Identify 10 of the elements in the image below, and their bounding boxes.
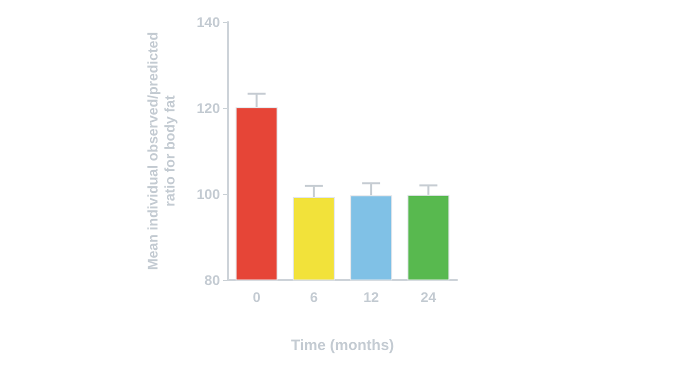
x-tick-label: 6: [310, 289, 318, 305]
x-axis-title: Time (months): [290, 337, 394, 354]
x-tick-label: 24: [420, 289, 436, 305]
y-tick-label: 80: [204, 272, 220, 288]
y-tick-label: 100: [196, 186, 220, 202]
x-tick-label: 12: [363, 289, 380, 305]
x-tick-label: 0: [252, 289, 261, 305]
y-axis-title: Mean individual observed/predicted ratio for body fat: [144, 32, 178, 270]
y-tick-label: 140: [196, 14, 220, 30]
y-tick-label: 120: [196, 100, 220, 116]
